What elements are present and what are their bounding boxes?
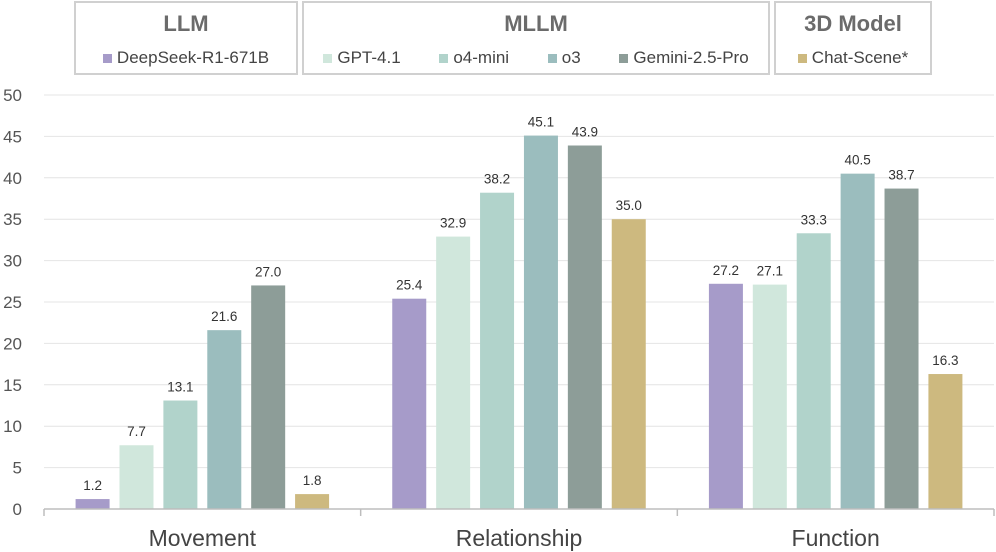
legend-label: o3 <box>561 48 581 67</box>
data-label: 27.1 <box>757 264 783 279</box>
legend-entries: DeepSeek-R1-671B <box>76 48 296 68</box>
y-tick-label: 10 <box>3 417 22 436</box>
x-category-label: Relationship <box>456 525 583 551</box>
data-labels: 1.2 25.4 27.2 7.7 32.9 27.1 13.1 38.2 33.3 21.6 45… <box>83 115 958 493</box>
legend-group-llm: LLM DeepSeek-R1-671B <box>74 1 298 75</box>
legend-label: Chat-Scene* <box>811 48 909 67</box>
legend-entry: GPT-4.1 <box>323 48 401 68</box>
data-label: 16.3 <box>932 353 958 368</box>
bar <box>708 283 743 509</box>
bar <box>796 233 831 509</box>
data-label: 27.0 <box>255 264 281 279</box>
legend-entry: o4-mini <box>439 48 509 68</box>
bar <box>752 284 787 509</box>
data-label: 13.1 <box>167 380 193 395</box>
data-label: 45.1 <box>528 115 554 130</box>
y-tick-label: 0 <box>13 500 22 519</box>
bars <box>75 135 963 510</box>
bar <box>436 236 471 509</box>
y-tick-label: 45 <box>3 127 22 146</box>
data-label: 1.2 <box>83 478 102 493</box>
data-label: 32.9 <box>440 216 466 231</box>
y-tick-label: 50 <box>3 86 22 105</box>
y-tick-label: 40 <box>3 169 22 188</box>
data-label: 38.7 <box>888 168 914 183</box>
bar <box>75 499 110 509</box>
gridlines <box>44 94 994 469</box>
data-label: 21.6 <box>211 309 237 324</box>
y-tick-label: 5 <box>13 459 22 478</box>
bar <box>392 298 427 509</box>
bar <box>567 145 602 509</box>
legend-group-3d-model: 3D Model Chat-Scene* <box>774 1 932 75</box>
legend-group-title: 3D Model <box>804 11 902 36</box>
legend-group-title: LLM <box>163 11 209 36</box>
bar <box>163 400 198 509</box>
bar <box>523 135 558 509</box>
bar <box>295 494 330 509</box>
data-label: 27.2 <box>713 263 739 278</box>
legend-label: o4-mini <box>453 48 510 67</box>
bar <box>928 374 963 509</box>
legend-entry: o3 <box>547 48 581 68</box>
y-tick-label: 15 <box>3 376 22 395</box>
x-axis: Movement Relationship Function <box>43 508 995 551</box>
legend-group-mllm: MLLM GPT-4.1 o4-mini o3 Gemini-2.5-Pro <box>302 1 770 75</box>
data-label: 43.9 <box>572 125 598 140</box>
x-category-label: Function <box>792 525 880 551</box>
y-tick-label: 35 <box>3 210 22 229</box>
legend-entry: Gemini-2.5-Pro <box>619 48 749 68</box>
bar <box>840 173 875 509</box>
bar <box>119 445 154 509</box>
bar <box>611 219 646 509</box>
legend-entries: Chat-Scene* <box>776 48 930 68</box>
legend-label: GPT-4.1 <box>337 48 401 67</box>
data-label: 40.5 <box>844 153 870 168</box>
legend-swatch <box>439 53 449 63</box>
bar <box>884 188 919 509</box>
data-label: 7.7 <box>127 424 146 439</box>
legend-swatch <box>619 53 629 63</box>
y-tick-label: 20 <box>3 334 22 353</box>
bar <box>480 192 515 510</box>
legend-entry: DeepSeek-R1-671B <box>102 48 270 68</box>
legend-swatch <box>547 53 557 63</box>
data-label: 38.2 <box>484 172 510 187</box>
legend-label: Gemini-2.5-Pro <box>633 48 749 67</box>
y-tick-label: 25 <box>3 293 22 312</box>
legend-swatch <box>102 53 112 63</box>
legend-entries: GPT-4.1 o4-mini o3 Gemini-2.5-Pro <box>304 48 768 68</box>
data-label: 35.0 <box>616 198 642 213</box>
data-label: 1.8 <box>303 473 322 488</box>
y-tick-label: 30 <box>3 252 22 271</box>
data-label: 33.3 <box>801 212 827 227</box>
data-label: 25.4 <box>396 278 423 293</box>
legend-label: DeepSeek-R1-671B <box>116 48 270 67</box>
legend-group-title: MLLM <box>504 11 568 36</box>
bar <box>251 285 286 509</box>
bar <box>207 330 242 509</box>
legend-swatch <box>323 53 333 63</box>
legend-swatch <box>797 53 807 63</box>
x-category-label: Movement <box>149 525 257 551</box>
legend-entry: Chat-Scene* <box>797 48 909 68</box>
y-axis-ticks: 0 5 10 15 20 25 30 35 40 45 50 <box>3 86 22 519</box>
